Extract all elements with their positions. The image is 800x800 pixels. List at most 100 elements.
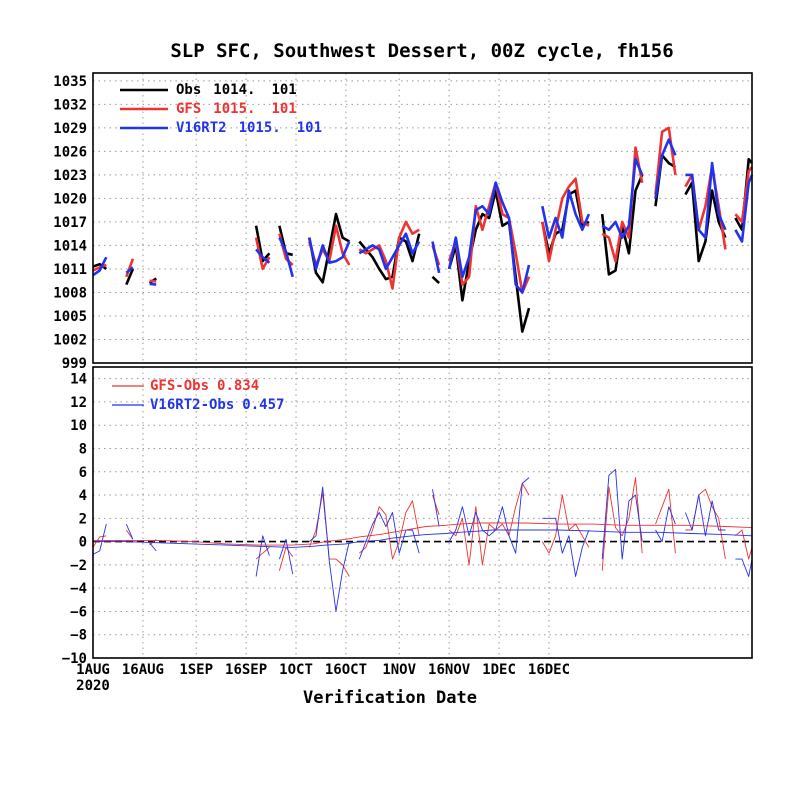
series-line-gfs [125, 258, 135, 278]
x-tick-label: 16NOV [428, 662, 471, 678]
y-tick-label: 1029 [53, 121, 87, 137]
series-line-v16rt2-obs [542, 517, 590, 577]
series-line-v16rt2-obs [358, 512, 420, 560]
series-line-v16rt2-obs [278, 538, 294, 575]
series-line-gfs-obs [541, 494, 590, 554]
series-line-v16rt2-obs [125, 523, 134, 540]
difference-panel: −10 −8 −6 −4 −2 0 2 4 6 8 10 12 14 GFS-Obs 0.834 V16RT2… [62, 366, 753, 667]
y-tick-label: −6 [70, 604, 87, 620]
legend-mean-value: 1015. [213, 101, 255, 117]
y-tick-label: 1011 [53, 262, 87, 278]
series-line-v16rt2 [255, 248, 271, 264]
series-line-gfs-obs [685, 488, 726, 560]
series-line-v16rt2-obs [601, 468, 643, 560]
y-tick-label: 1026 [53, 144, 87, 160]
x-tick-label: 1NOV [382, 662, 416, 678]
panel-frame [92, 72, 753, 364]
y-tick-label: 2 [79, 511, 87, 527]
series-line-v16rt2-obs [432, 489, 440, 527]
series-line-gfs [734, 166, 753, 224]
series-line-v16rt2 [685, 161, 727, 239]
y-tick-label: −2 [70, 558, 87, 574]
series-line-obs [92, 262, 108, 270]
series-line-gfs-obs-mean [93, 522, 753, 546]
slp-panel: 999 1002 1005 1008 1011 1014 1017 1020 1023 1026 1… [53, 72, 754, 372]
legend-count-value: 101 [271, 82, 296, 98]
series-line-v16rt2-obs-mean [93, 529, 753, 548]
series-line-v16rt2 [734, 174, 754, 243]
series-line-v16rt2 [308, 237, 351, 271]
series-line-gfs [149, 279, 157, 283]
y-tick-label: −8 [70, 628, 87, 644]
series-line-gfs [654, 126, 677, 195]
series-line-gfs-obs [359, 500, 420, 560]
x-tick-label: 1SEP [179, 662, 213, 678]
y-tick-label: −10 [62, 651, 87, 667]
y-tick-label: 6 [79, 465, 87, 481]
y-tick-label: 12 [70, 395, 87, 411]
legend-mean-value: 0.834 [217, 378, 259, 394]
panel-frame [92, 366, 753, 659]
series-line-obs [684, 181, 727, 263]
series-line-obs [431, 275, 440, 285]
x-year-label: 2020 [76, 678, 110, 694]
y-tick-label: 1005 [53, 309, 87, 325]
y-tick-label: 1014 [53, 238, 87, 254]
y-tick-label: 1017 [53, 215, 87, 231]
series-line-gfs-obs [655, 488, 676, 554]
y-tick-label: 1023 [53, 168, 87, 184]
series-line-v16rt2 [278, 237, 294, 278]
series-line-v16rt2-obs [92, 523, 107, 555]
x-tick-label: 16OCT [325, 662, 367, 678]
series-line-v16rt2 [358, 232, 421, 271]
y-tick-label: 10 [70, 418, 87, 434]
y-tick-label: 1032 [53, 97, 87, 113]
series-line-v16rt2 [125, 266, 134, 274]
x-tick-label: 16DEC [528, 662, 570, 678]
y-tick-label: 8 [79, 441, 87, 457]
legend-series-name: Obs [176, 82, 201, 98]
series-line-v16rt2-obs [655, 506, 676, 543]
series-line-v16rt2 [654, 138, 677, 199]
y-tick-label: 14 [70, 372, 87, 388]
series-line-gfs-obs [448, 482, 530, 566]
legend-series-name: V16RT2-Obs [150, 397, 234, 413]
series-line-v16rt2 [92, 256, 108, 277]
series-line-gfs-obs [92, 535, 107, 548]
series-line-gfs-obs [735, 529, 753, 560]
legend-count-value: 101 [297, 120, 322, 136]
series-line-v16rt2 [149, 282, 157, 286]
legend-entry: V16RT2 1015. 101 [176, 120, 322, 136]
legend-entry: GFS 1015. 101 [176, 101, 297, 117]
series-line-gfs [447, 181, 531, 294]
series-line-obs [308, 212, 350, 284]
series-line-gfs [601, 146, 644, 263]
y-tick-label: 1035 [53, 74, 87, 90]
series-line-gfs-obs [432, 494, 440, 515]
series-line-v16rt2 [431, 241, 441, 274]
series-line-v16rt2-obs [684, 494, 726, 537]
legend-count-value: 101 [271, 101, 296, 117]
x-axis: 1AUG 16AUG 1SEP 16SEP 1OCT 16OCT 1NOV 16NOV 1DEC… [76, 662, 570, 694]
y-tick-label: 1002 [53, 332, 87, 348]
legend-entry: GFS-Obs 0.834 [150, 378, 259, 394]
x-tick-label: 1AUG [76, 662, 110, 678]
series-line-gfs [541, 177, 590, 263]
series-line-gfs [92, 263, 107, 272]
legend-entry: V16RT2-Obs 0.457 [150, 397, 284, 413]
x-tick-label: 16SEP [225, 662, 267, 678]
series-line-v16rt2-obs [309, 486, 350, 612]
y-tick-label: 1020 [53, 191, 87, 207]
series-line-v16rt2 [601, 157, 644, 239]
series-line-v16rt2-obs [255, 535, 270, 577]
x-axis-label: Verification Date [303, 688, 477, 708]
series-line-v16rt2 [447, 181, 531, 294]
legend-mean-value: 1015. [239, 120, 281, 136]
series-line-v16rt2 [541, 189, 591, 239]
x-tick-label: 16AUG [122, 662, 164, 678]
legend-series-name: V16RT2 [176, 120, 227, 136]
series-line-gfs [358, 220, 420, 290]
series-line-obs [254, 225, 271, 263]
legend-mean-value: 0.457 [242, 397, 284, 413]
